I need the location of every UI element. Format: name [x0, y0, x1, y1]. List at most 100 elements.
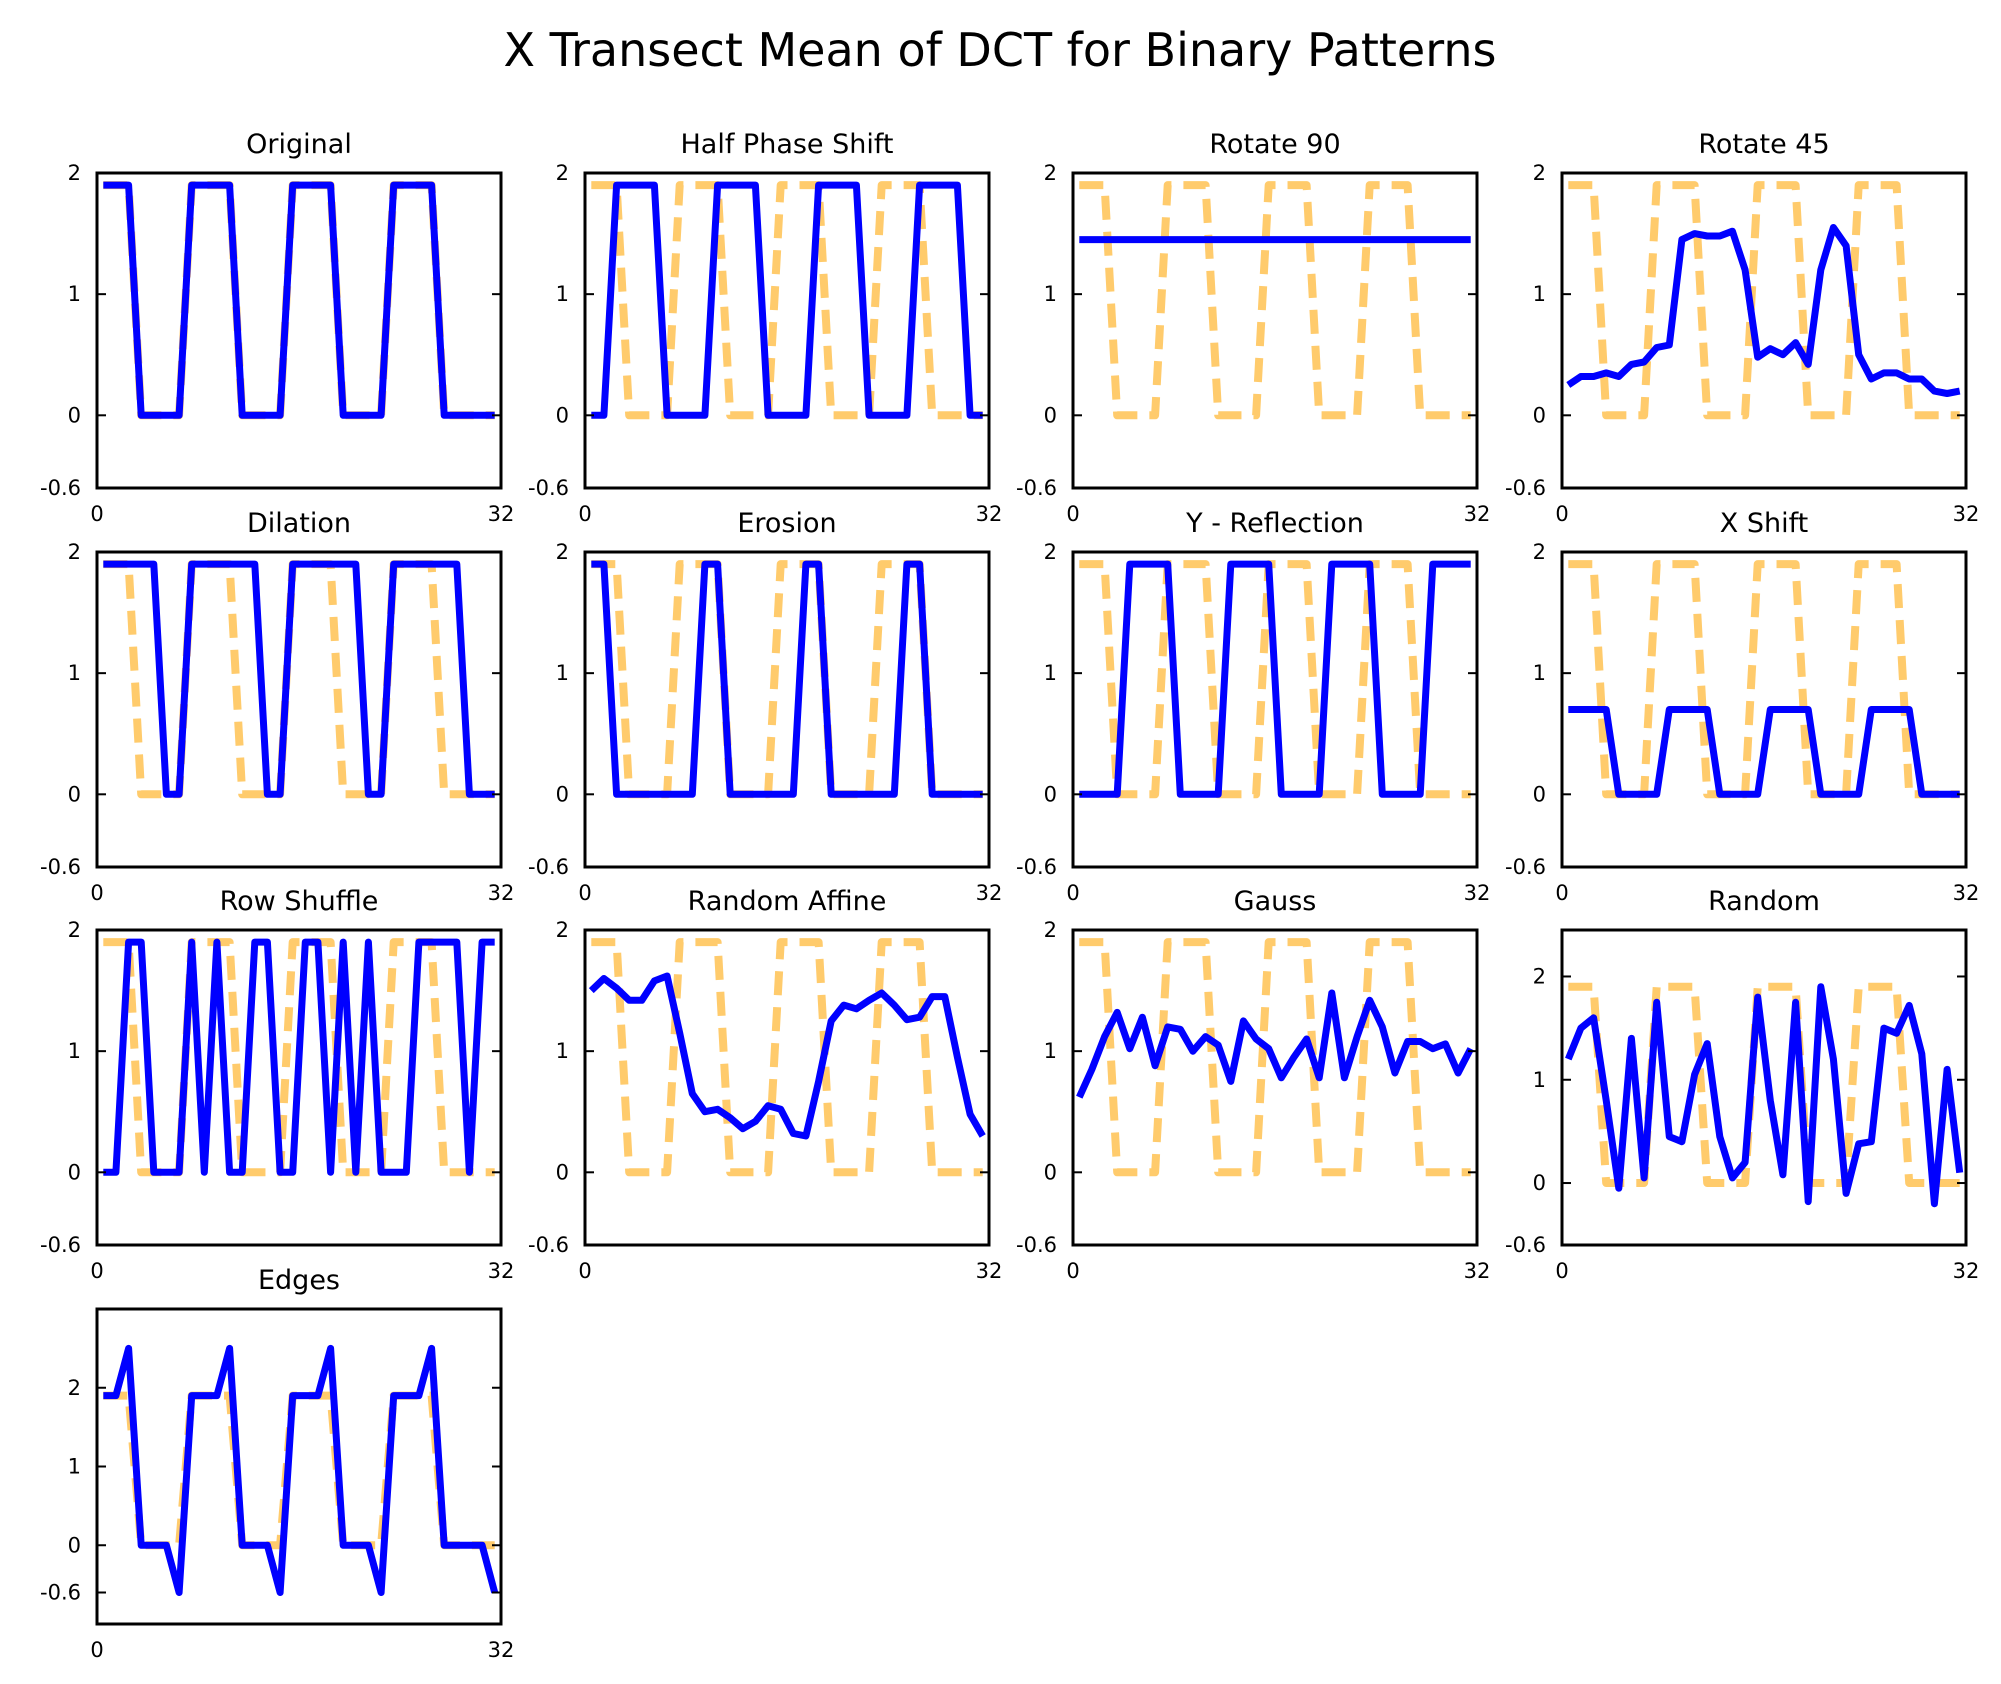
y-tick-label: -0.6 [528, 855, 569, 879]
x-tick-label: 0 [1066, 1259, 1079, 1283]
series-line-transformed [103, 560, 495, 798]
series-line-reference [1079, 938, 1471, 1177]
series-line-transformed [591, 560, 983, 798]
y-tick-label: 2 [556, 918, 569, 942]
y-tick-label: 2 [68, 918, 81, 942]
series-line-transformed [1566, 224, 1961, 397]
y-tick-label: 0 [68, 1533, 81, 1557]
series-line-transformed [103, 938, 495, 1176]
y-tick-label: 0 [556, 1160, 569, 1184]
series-line-reference [1079, 560, 1471, 799]
series-line-transformed [103, 181, 495, 419]
subplot-4: Dilation -0.6 0 1 2 0 32 [40, 508, 514, 905]
y-tick-label: 1 [68, 661, 81, 685]
subplot-title: Half Phase Shift [680, 129, 893, 160]
plot-frame [1071, 171, 1479, 490]
y-tick-label: 0 [1533, 782, 1546, 806]
x-tick-label: 0 [1555, 502, 1568, 526]
x-tick-label: 0 [578, 881, 591, 905]
y-tick-label: 0 [1533, 1171, 1546, 1195]
y-tick-label: -0.6 [40, 1581, 81, 1605]
y-tick-label: 0 [1044, 1160, 1057, 1184]
y-tick-label: 1 [1533, 661, 1546, 685]
subplot-title: Row Shuffle [220, 886, 379, 917]
x-tick-label: 0 [1066, 502, 1079, 526]
subplot-12: Edges -0.6 0 1 2 0 32 [40, 1265, 514, 1662]
y-tick-label: 0 [1533, 403, 1546, 427]
y-tick-label: -0.6 [40, 476, 81, 500]
series-line-reference [591, 938, 983, 1177]
series-line-transformed [103, 1344, 499, 1596]
x-tick-label: 0 [1555, 1259, 1568, 1283]
series-line-reference [1568, 560, 1960, 799]
y-tick-label: 1 [68, 1455, 81, 1479]
subplot-6: Y - Reflection -0.6 0 1 2 0 32 [1016, 508, 1490, 905]
y-tick-label: 2 [68, 161, 81, 185]
figure-title: X Transect Mean of DCT for Binary Patter… [504, 23, 1497, 77]
subplot-title: X Shift [1720, 508, 1808, 539]
y-tick-label: 1 [556, 282, 569, 306]
x-tick-label: 32 [1464, 881, 1491, 905]
x-tick-label: 0 [90, 502, 103, 526]
x-tick-label: 32 [976, 881, 1003, 905]
x-tick-label: 32 [976, 502, 1003, 526]
y-tick-label: 2 [1533, 540, 1546, 564]
y-tick-label: -0.6 [40, 1233, 81, 1257]
x-tick-label: 0 [1555, 881, 1568, 905]
y-tick-label: -0.6 [1016, 855, 1057, 879]
y-tick-label: 0 [68, 403, 81, 427]
x-tick-label: 0 [90, 1638, 103, 1662]
y-tick-label: 0 [556, 782, 569, 806]
x-tick-label: 32 [1464, 1259, 1491, 1283]
x-tick-label: 32 [1953, 1259, 1980, 1283]
y-tick-label: 1 [68, 282, 81, 306]
y-tick-label: 1 [1533, 1068, 1546, 1092]
y-tick-label: -0.6 [1016, 476, 1057, 500]
subplot-10: Gauss -0.6 0 1 2 0 32 [1016, 886, 1490, 1283]
subplot-title: Original [246, 129, 352, 160]
subplot-title: Erosion [737, 508, 836, 539]
y-tick-label: 1 [1533, 282, 1546, 306]
series-line-reference [1079, 181, 1471, 420]
plot-frame [1071, 928, 1479, 1247]
subplot-7: X Shift -0.6 0 1 2 0 32 [1505, 508, 1979, 905]
plot-frame [1560, 171, 1968, 490]
y-tick-label: -0.6 [528, 1233, 569, 1257]
y-tick-label: -0.6 [1505, 1233, 1546, 1257]
y-tick-label: -0.6 [1016, 1233, 1057, 1257]
plot-frame [583, 550, 991, 869]
subplot-title: Rotate 90 [1209, 129, 1340, 160]
y-tick-label: -0.6 [1505, 855, 1546, 879]
y-tick-label: 2 [1533, 161, 1546, 185]
x-tick-label: 32 [1953, 881, 1980, 905]
subplot-3: Rotate 45 -0.6 0 1 2 0 32 [1505, 129, 1979, 526]
y-tick-label: -0.6 [528, 476, 569, 500]
plot-frame [1560, 550, 1968, 869]
subplot-title: Y - Reflection [1185, 508, 1364, 539]
x-tick-label: 0 [578, 1259, 591, 1283]
x-tick-label: 32 [976, 1259, 1003, 1283]
subplot-title: Rotate 45 [1698, 129, 1829, 160]
subplot-0: Original -0.6 0 1 2 0 32 [40, 129, 514, 526]
series-line-reference [1568, 181, 1960, 420]
y-tick-label: 0 [68, 1160, 81, 1184]
subplot-8: Row Shuffle -0.6 0 1 2 0 32 [40, 886, 514, 1283]
series-line-transformed [1568, 706, 1960, 798]
y-tick-label: 1 [1044, 661, 1057, 685]
series-line-transformed [1565, 983, 1964, 1208]
plot-frame [1071, 550, 1479, 869]
y-tick-label: 0 [1044, 403, 1057, 427]
y-tick-label: 2 [1533, 964, 1546, 988]
y-tick-label: 1 [556, 661, 569, 685]
subplot-title: Gauss [1234, 886, 1317, 917]
x-tick-label: 0 [578, 502, 591, 526]
y-tick-label: 2 [68, 1376, 81, 1400]
y-tick-label: 1 [1044, 1039, 1057, 1063]
x-tick-label: 0 [90, 1259, 103, 1283]
x-tick-label: 32 [488, 502, 515, 526]
y-tick-label: 1 [1044, 282, 1057, 306]
plot-frame [95, 550, 503, 869]
series-line-transformed [1076, 989, 1474, 1099]
